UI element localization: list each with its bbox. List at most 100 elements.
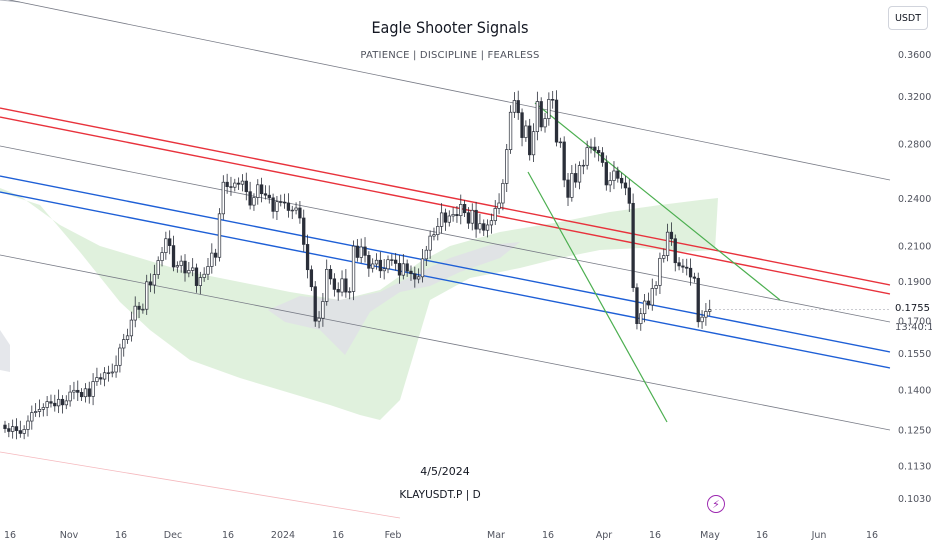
y-tick-label: 0.1400 — [898, 385, 931, 396]
candle-up — [386, 259, 390, 270]
candle-up — [26, 420, 30, 430]
candle — [466, 207, 471, 229]
candle — [669, 222, 674, 246]
y-tick-label: 0.1900 — [898, 277, 931, 288]
candle-down — [7, 428, 11, 432]
lightning-icon[interactable]: ⚡ — [707, 495, 725, 513]
candle — [623, 175, 628, 196]
candle — [478, 213, 482, 234]
candle-down — [332, 278, 337, 290]
candle — [240, 174, 245, 192]
candle — [290, 205, 294, 220]
candle — [642, 294, 647, 323]
candle — [275, 196, 279, 220]
candle-up — [141, 308, 145, 311]
candle-down — [455, 214, 459, 217]
candle — [405, 259, 409, 277]
candle-up — [428, 235, 432, 251]
candle — [374, 253, 379, 270]
candle-down — [681, 265, 685, 268]
candle — [56, 389, 61, 414]
candle — [122, 333, 126, 357]
candle-up — [371, 263, 375, 269]
green-trend-line — [527, 171, 668, 423]
candle-down — [413, 273, 417, 280]
candle-down — [99, 377, 103, 380]
candle — [294, 202, 298, 215]
x-tick-label: Nov — [60, 530, 79, 541]
candle-up — [64, 400, 68, 406]
candle-down — [574, 173, 578, 183]
candle — [83, 383, 88, 403]
candle — [658, 252, 662, 295]
candle-down — [53, 402, 57, 407]
candle-up — [91, 381, 95, 397]
candle-countdown: 13:40:12 — [895, 322, 932, 333]
candle — [539, 97, 543, 132]
candle — [72, 381, 76, 400]
candle-up — [348, 291, 352, 293]
candle — [156, 256, 160, 279]
candle-up — [451, 214, 455, 217]
candle-down — [302, 217, 306, 245]
candle-down — [604, 162, 608, 186]
candle — [428, 230, 432, 259]
candle — [577, 161, 582, 190]
candle — [409, 265, 413, 281]
candle-up — [152, 274, 157, 286]
candle-down — [528, 125, 532, 156]
candle-down — [263, 193, 268, 196]
candle — [397, 255, 402, 284]
candle-down — [520, 112, 524, 138]
candle-down — [171, 245, 176, 268]
candle — [439, 203, 444, 234]
candle — [596, 146, 601, 162]
candle — [650, 278, 654, 311]
y-tick-label: 0.3600 — [898, 50, 931, 61]
candle — [328, 265, 333, 285]
candle-up — [129, 319, 134, 337]
candle-up — [37, 408, 42, 412]
candle-down — [600, 152, 605, 163]
candle-up — [340, 278, 344, 293]
candle-down — [516, 100, 520, 114]
candle — [485, 219, 490, 238]
candle-up — [416, 276, 421, 280]
candle-down — [183, 260, 187, 274]
candle-up — [577, 165, 582, 183]
candle — [145, 274, 149, 315]
candle-down — [148, 281, 153, 286]
candle-down — [214, 252, 218, 258]
candle-down — [236, 182, 241, 185]
candle — [3, 420, 7, 433]
candle-up — [83, 388, 88, 398]
candle — [95, 367, 99, 386]
candle-down — [646, 300, 651, 306]
candle — [279, 194, 283, 207]
y-tick-label: 0.1700 — [898, 316, 931, 327]
candle — [129, 311, 134, 342]
candle — [562, 136, 566, 188]
candle-up — [351, 245, 356, 292]
candle — [102, 367, 107, 387]
candle — [401, 253, 405, 280]
x-tick-label: May — [700, 530, 720, 541]
candle-down — [443, 212, 448, 223]
candle — [114, 355, 118, 378]
candle — [528, 118, 532, 161]
candle-down — [279, 201, 283, 203]
candle-down — [76, 389, 80, 393]
candle — [382, 258, 386, 280]
currency-button[interactable]: USDT — [888, 6, 928, 30]
chart-subtitle: PATIENCE | DISCIPLINE | FEARLESS — [360, 50, 540, 61]
candle-down — [673, 238, 677, 264]
candle — [535, 91, 540, 141]
candle-down — [286, 202, 291, 211]
plot-area — [0, 0, 891, 519]
candle-up — [420, 258, 425, 278]
candle-down — [627, 187, 631, 204]
candle-up — [382, 268, 386, 272]
candle — [497, 193, 501, 215]
candle-down — [619, 177, 624, 184]
